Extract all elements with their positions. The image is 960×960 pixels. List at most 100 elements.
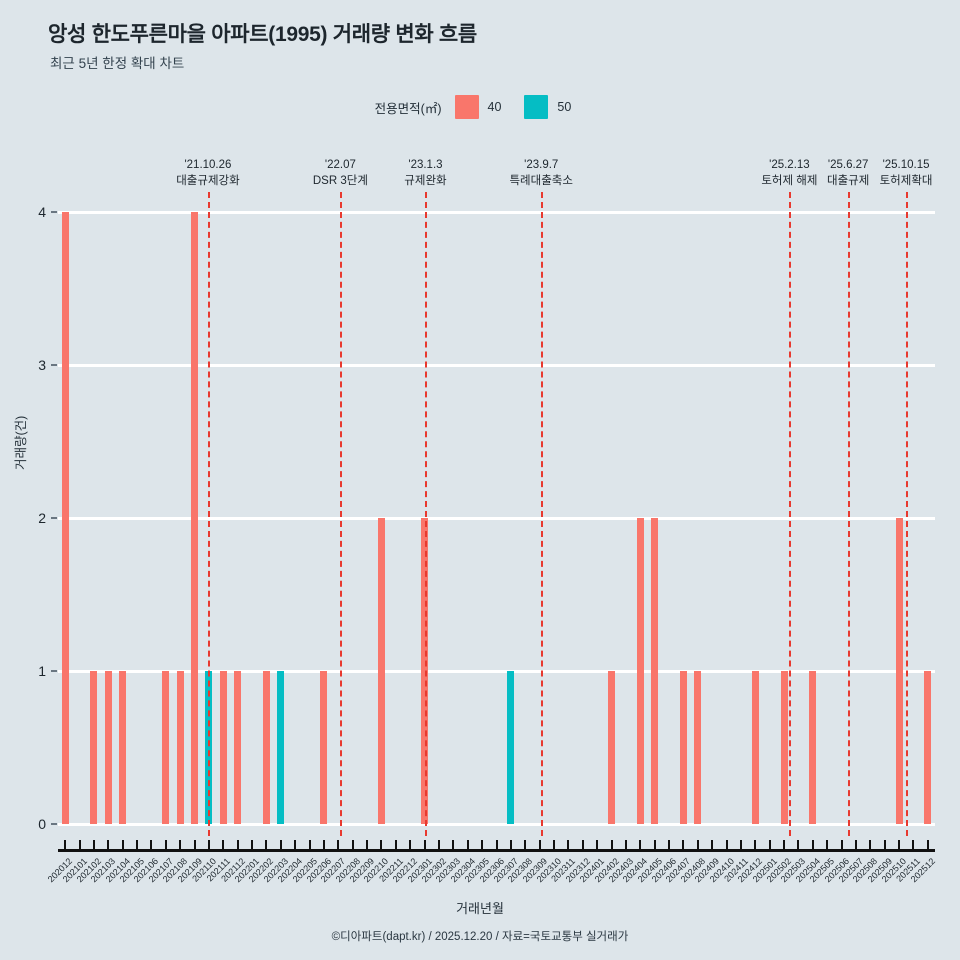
bar-40 [90, 671, 98, 824]
bar-40 [895, 518, 903, 824]
event-line [340, 192, 343, 836]
x-tick-mark [64, 840, 67, 850]
y-tick-label: 3 [38, 357, 46, 373]
event-label: 대출규제강화 [176, 174, 240, 187]
x-tick-mark [768, 840, 771, 850]
event-line [789, 192, 792, 836]
bar-40 [377, 518, 385, 824]
x-tick-mark [509, 840, 512, 850]
x-tick-mark [783, 840, 786, 850]
y-tick-label: 1 [38, 663, 46, 679]
x-tick-mark [179, 840, 182, 850]
x-tick-mark [883, 840, 886, 850]
bar-40 [421, 518, 429, 824]
event-label: 대출규제 [827, 174, 870, 187]
x-tick-mark [696, 840, 699, 850]
x-tick-mark [926, 840, 929, 850]
bar-40 [924, 671, 932, 824]
bar-40 [809, 671, 817, 824]
x-tick-mark [538, 840, 541, 850]
event-annotation: '25.2.13 토허제 해제 [761, 158, 817, 189]
legend-label-50: 50 [557, 100, 572, 114]
x-tick-mark [840, 840, 843, 850]
event-label: 토허제확대 [879, 174, 933, 187]
x-axis-title: 거래년월 [456, 901, 504, 916]
bar-40 [176, 671, 184, 824]
x-tick-mark [279, 840, 282, 850]
bar-40 [636, 518, 644, 824]
x-tick-mark [251, 840, 254, 850]
bar-40 [694, 671, 702, 824]
x-tick-mark [164, 840, 167, 850]
x-tick-mark [380, 840, 383, 850]
x-tick-mark [811, 840, 814, 850]
event-line [425, 192, 428, 836]
bar-40 [262, 671, 270, 824]
legend-swatch-50 [524, 95, 549, 119]
x-tick-mark [136, 840, 139, 850]
bar-40 [751, 671, 759, 824]
x-tick-mark [854, 840, 857, 850]
y-tick-mark [51, 364, 57, 366]
event-label: 토허제 해제 [761, 174, 818, 187]
bar-40 [780, 671, 788, 824]
x-tick-mark [78, 840, 81, 850]
x-tick-mark [366, 840, 369, 850]
y-tick-label: 0 [38, 816, 46, 832]
event-date: '22.07 [324, 159, 356, 171]
x-tick-mark [912, 840, 915, 850]
x-tick-mark [394, 840, 397, 850]
x-tick-mark [567, 840, 570, 850]
x-tick-mark [322, 840, 325, 850]
x-tick-mark [653, 840, 656, 850]
y-tick-mark [51, 670, 57, 672]
x-tick-mark [797, 840, 800, 850]
x-tick-mark [581, 840, 584, 850]
x-tick-mark [524, 840, 527, 850]
bar-50 [507, 671, 515, 824]
x-tick-mark [725, 840, 728, 850]
gridline [58, 516, 935, 520]
x-tick-mark [898, 840, 901, 850]
x-tick-mark [869, 840, 872, 850]
bar-40 [608, 671, 616, 824]
event-annotation: '25.6.27 대출규제 [827, 158, 869, 189]
x-tick-mark [682, 840, 685, 850]
x-tick-mark [294, 840, 297, 850]
event-annotation: '23.1.3 규제완화 [404, 158, 446, 189]
event-annotation: '23.9.7 특례대출축소 [509, 158, 572, 189]
event-date: '25.2.13 [769, 159, 810, 171]
x-tick-mark [265, 840, 268, 850]
x-tick-mark [668, 840, 671, 850]
event-date: '23.1.3 [408, 159, 443, 171]
x-tick-mark [754, 840, 757, 850]
event-annotation: '21.10.26 대출규제강화 [176, 158, 239, 189]
bar-50 [277, 671, 285, 824]
x-axis-line [58, 849, 935, 852]
x-tick-mark [409, 840, 412, 850]
event-date: '25.10.15 [882, 159, 930, 171]
x-tick-mark [92, 840, 95, 850]
x-tick-mark [107, 840, 110, 850]
plot-area [58, 210, 935, 826]
x-tick-mark [481, 840, 484, 850]
legend-label-40: 40 [487, 100, 502, 114]
page-title: 앙성 한도푸른마을 아파트(1995) 거래량 변화 흐름 [48, 23, 477, 46]
x-tick-mark [351, 840, 354, 850]
bar-40 [679, 671, 687, 824]
footer-credit: ©디아파트(dapt.kr) / 2025.12.20 / 자료=국토교통부 실… [331, 931, 629, 943]
x-tick-mark [639, 840, 642, 850]
event-line [207, 192, 210, 836]
chart-legend: 전용면적(㎡) 40 50 [0, 95, 960, 119]
gridline [58, 669, 935, 673]
bar-40 [119, 671, 127, 824]
x-tick-mark [423, 840, 426, 850]
event-label: 특례대출축소 [509, 174, 573, 187]
legend-title: 전용면적(㎡) [374, 101, 442, 116]
event-label: DSR 3단계 [312, 174, 368, 187]
x-tick-mark [150, 840, 153, 850]
x-tick-mark [193, 840, 196, 850]
event-label: 규제완화 [404, 174, 447, 187]
bar-40 [162, 671, 170, 824]
y-tick-label: 2 [38, 510, 46, 526]
